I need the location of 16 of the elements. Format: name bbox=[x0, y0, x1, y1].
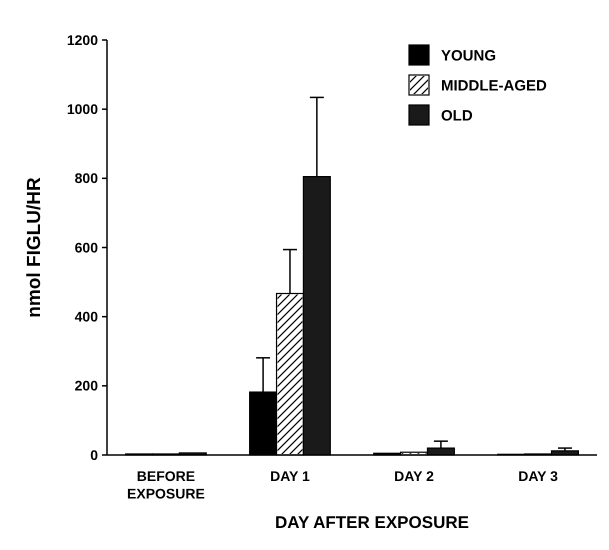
y-tick-label: 1000 bbox=[66, 101, 98, 118]
legend-label: MIDDLE-AGED bbox=[441, 77, 547, 94]
y-axis-title: nmol FIGLU/HR bbox=[24, 177, 45, 318]
y-tick-label: 400 bbox=[74, 308, 98, 325]
x-axis-title: DAY AFTER EXPOSURE bbox=[275, 513, 469, 532]
x-tick-label: DAY 1 bbox=[270, 468, 310, 484]
y-tick-label: 600 bbox=[74, 239, 98, 256]
y-tick-label: 200 bbox=[74, 378, 98, 394]
legend-label: YOUNG bbox=[441, 47, 496, 64]
y-tick-label: 0 bbox=[90, 446, 98, 463]
y-tick-label: 1200 bbox=[66, 32, 98, 48]
x-tick-label: DAY 3 bbox=[518, 468, 558, 484]
legend-label: OLD bbox=[441, 107, 473, 124]
x-tick-label: DAY 2 bbox=[394, 468, 434, 484]
y-tick-label: 800 bbox=[74, 170, 98, 186]
x-tick-label: BEFORE EXPOSURE bbox=[127, 468, 205, 502]
